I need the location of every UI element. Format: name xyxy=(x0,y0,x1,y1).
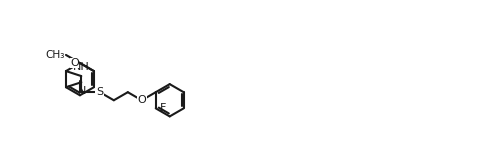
Text: O: O xyxy=(137,95,146,105)
Text: O: O xyxy=(70,58,79,68)
Text: CH₃: CH₃ xyxy=(45,50,64,60)
Text: F: F xyxy=(160,103,166,113)
Text: NH: NH xyxy=(73,62,90,72)
Text: N: N xyxy=(78,86,86,96)
Text: S: S xyxy=(96,87,104,97)
